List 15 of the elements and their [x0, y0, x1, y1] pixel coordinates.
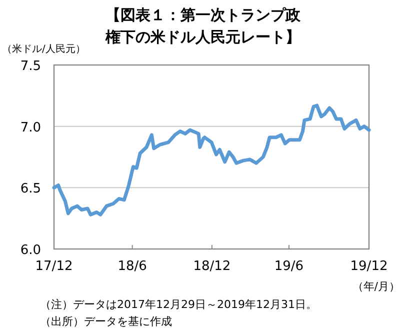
x-tick-label: 18/6 — [118, 259, 147, 274]
x-tick-label: 19/12 — [350, 259, 388, 274]
text: （注）データは2017年12月29日～2019年12月31日。 — [40, 298, 317, 311]
y-tick-label: 6.5 — [20, 182, 41, 197]
x-tick-label: 19/6 — [274, 259, 304, 274]
y-axis-title: （米ドル/人民元） — [2, 43, 86, 55]
y-tick-label: 7.0 — [20, 120, 41, 136]
x-tick-label: 18/12 — [193, 259, 231, 274]
chart-title: 【図表１：第一次トランプ政権下の米ドル人民元レート】 — [104, 6, 302, 46]
x-tick-label: 17/12 — [35, 259, 73, 274]
x-axis-title: （年/月） — [352, 280, 400, 293]
line-series — [52, 104, 371, 216]
y-tick-label: 7.5 — [20, 59, 41, 74]
text: （出所）データを基に作成 — [40, 315, 172, 328]
y-tick-label: 6.0 — [20, 243, 41, 258]
